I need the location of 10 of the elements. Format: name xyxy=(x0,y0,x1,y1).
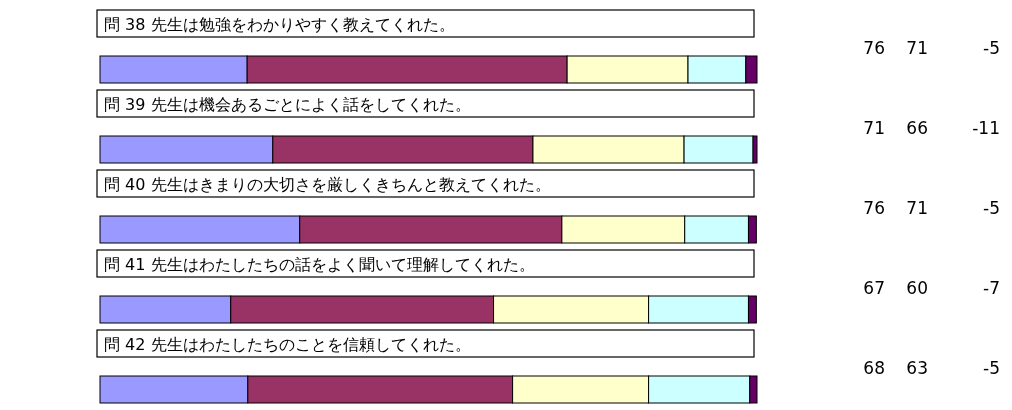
text: 68 63 -5 xyxy=(863,358,1000,378)
y-tick-label: 問 41 先生はわたしたちの話をよく聞いて理解してくれた。 xyxy=(104,255,535,274)
y-tick-label: 問 42 先生はわたしたちのことを信頼してくれた。 xyxy=(104,335,471,354)
text: 67 60 -7 xyxy=(863,278,1000,298)
y-tick-label: 問 40 先生はきまりの大切さを厳しくきちんと教えてくれた。 xyxy=(104,175,551,194)
text: 76 71 -5 xyxy=(863,38,1000,58)
text: 71 66 -11 xyxy=(863,118,1000,138)
y-tick-label: 問 38 先生は勉強をわかりやすく教えてくれた。 xyxy=(104,15,455,34)
y-tick-label: 問 39 先生は機会あるごとによく話をしてくれた。 xyxy=(104,95,471,114)
text: 76 71 -5 xyxy=(863,198,1000,218)
